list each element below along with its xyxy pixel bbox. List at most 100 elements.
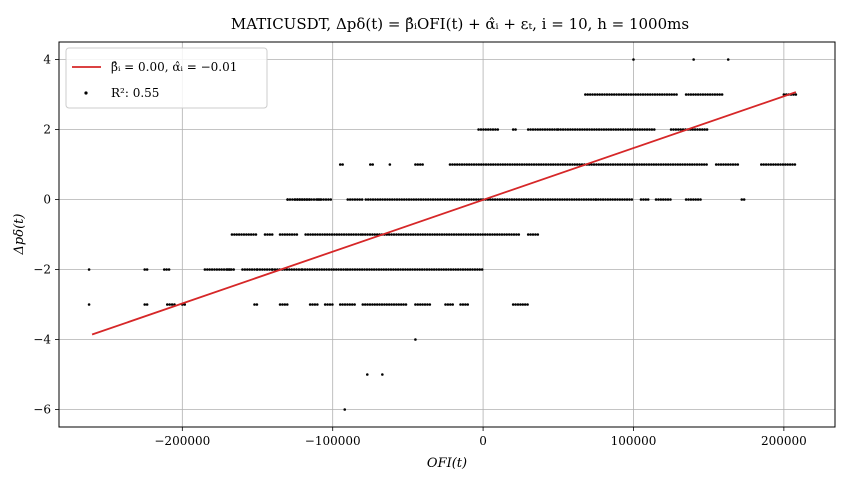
data-point (526, 233, 530, 236)
data-point (632, 58, 635, 61)
data-point (414, 338, 417, 341)
data-point (635, 163, 639, 166)
data-point (337, 233, 341, 236)
data-point (714, 163, 718, 166)
data-point (523, 303, 527, 306)
data-point (679, 128, 682, 131)
data-point (350, 303, 354, 306)
data-point (596, 93, 599, 96)
data-point (530, 163, 533, 166)
data-point (242, 233, 246, 236)
data-point (587, 198, 590, 201)
data-point (628, 163, 632, 166)
data-point (549, 163, 553, 166)
data-point (534, 198, 538, 201)
data-point (598, 93, 602, 96)
y-tick-label: 4 (43, 53, 51, 67)
data-point (308, 303, 312, 306)
data-point (438, 233, 441, 236)
data-point (536, 198, 540, 201)
legend-box (65, 47, 268, 109)
data-point (532, 198, 535, 201)
data-point (416, 268, 419, 271)
data-point (383, 303, 386, 306)
data-point (338, 163, 342, 166)
data-point (521, 303, 525, 306)
data-point (162, 268, 166, 271)
data-point (556, 128, 560, 131)
data-point (393, 198, 396, 201)
data-point (368, 268, 371, 271)
data-point (578, 163, 581, 166)
data-point (633, 128, 637, 131)
data-point (466, 268, 470, 271)
data-point (305, 198, 309, 201)
data-point (646, 93, 650, 96)
data-point (669, 198, 672, 201)
y-tick-label: 2 (43, 123, 51, 137)
data-point (484, 163, 488, 166)
data-point (351, 198, 354, 201)
data-point (466, 303, 470, 306)
data-point (626, 163, 629, 166)
data-point (580, 128, 584, 131)
data-point (368, 303, 372, 306)
data-point (623, 163, 627, 166)
data-point (614, 128, 618, 131)
data-point (692, 58, 695, 61)
data-point (143, 268, 147, 271)
data-point (535, 163, 538, 166)
data-point (235, 233, 239, 236)
data-point (487, 163, 490, 166)
data-point (404, 268, 407, 271)
data-point (335, 233, 339, 236)
data-point (708, 93, 712, 96)
data-point (467, 233, 470, 236)
data-point (414, 163, 417, 166)
data-point (308, 198, 311, 201)
data-point (788, 163, 792, 166)
data-point (387, 303, 391, 306)
data-point (604, 198, 607, 201)
data-point (541, 128, 544, 131)
data-point (503, 163, 507, 166)
data-point (426, 198, 430, 201)
data-point (435, 268, 438, 271)
data-point (321, 233, 324, 236)
data-point (428, 303, 432, 306)
data-point (368, 233, 372, 236)
data-point (644, 198, 648, 201)
data-point (395, 233, 398, 236)
data-point (446, 198, 449, 201)
plot-frame (58, 41, 836, 428)
data-point (425, 268, 429, 271)
data-point (420, 268, 424, 271)
data-point (358, 198, 362, 201)
data-point (325, 268, 328, 271)
x-tick-label: 200000 (761, 434, 807, 448)
data-point (544, 198, 547, 201)
data-point (461, 303, 465, 306)
data-point (572, 198, 576, 201)
data-point (315, 268, 319, 271)
data-point (459, 268, 462, 271)
data-point (430, 268, 434, 271)
data-point (360, 268, 364, 271)
data-point (290, 233, 294, 236)
data-point (408, 268, 412, 271)
data-point (600, 93, 604, 96)
data-point (402, 303, 405, 306)
data-point (459, 303, 462, 306)
data-point (506, 163, 509, 166)
data-point (536, 233, 540, 236)
data-point (450, 198, 454, 201)
data-point (563, 198, 566, 201)
data-point (291, 198, 294, 201)
data-point (323, 303, 327, 306)
data-point (303, 198, 307, 201)
data-point (671, 163, 675, 166)
data-point (699, 198, 702, 201)
data-point (627, 93, 630, 96)
data-point (534, 128, 537, 131)
data-point (290, 268, 294, 271)
